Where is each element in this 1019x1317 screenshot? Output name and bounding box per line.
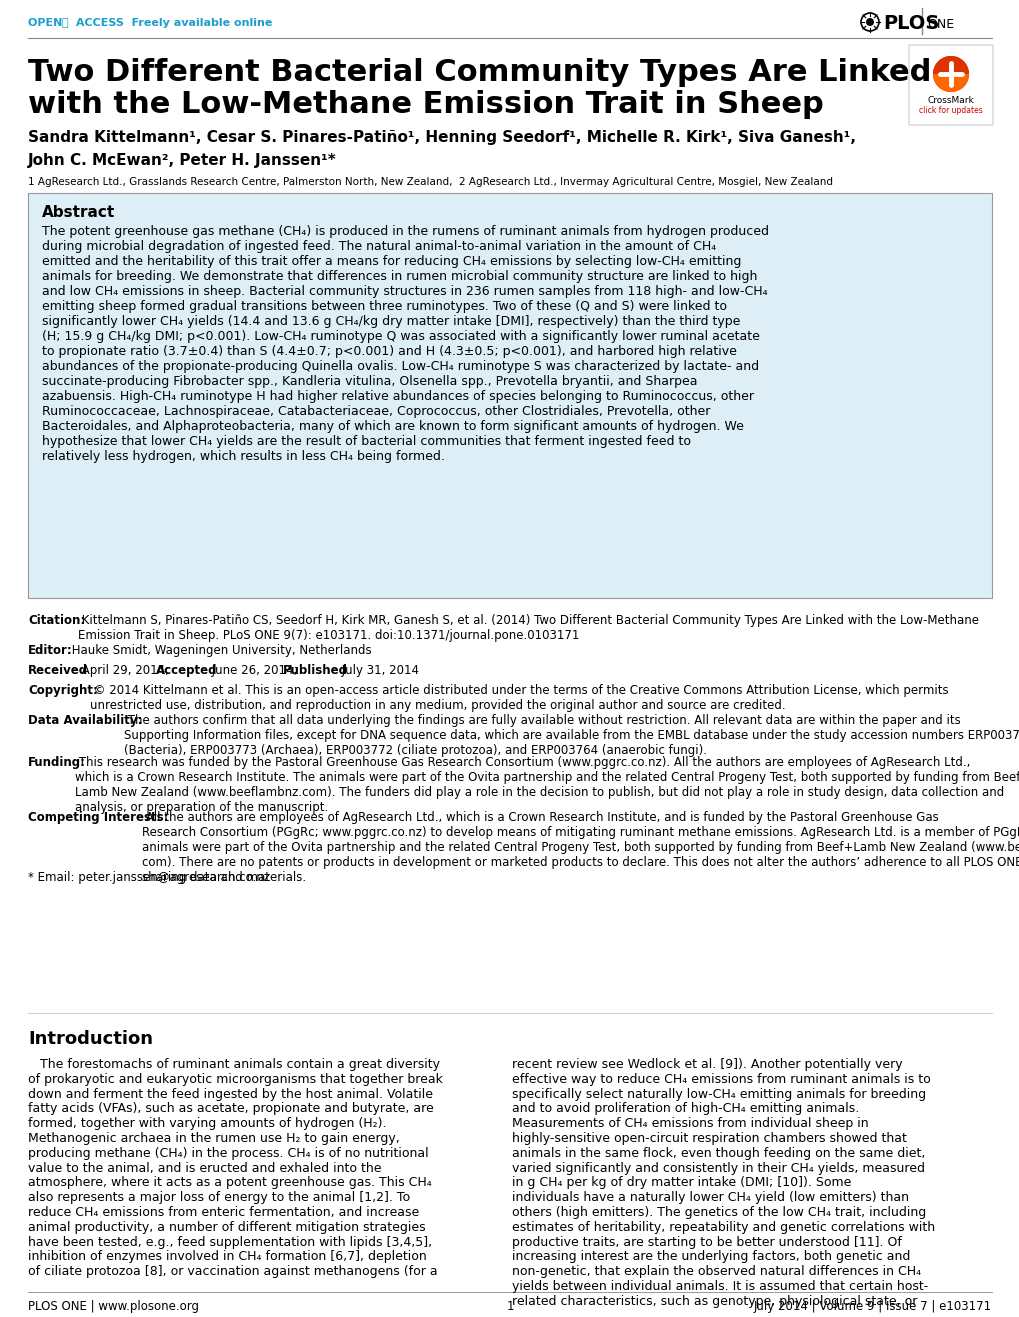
Text: ACCESS  Freely available online: ACCESS Freely available online: [72, 18, 272, 28]
Text: June 26, 2014;: June 26, 2014;: [208, 664, 298, 677]
Text: The authors confirm that all data underlying the findings are fully available wi: The authors confirm that all data underl…: [124, 714, 1019, 757]
Text: productive traits, are starting to be better understood [11]. Of: productive traits, are starting to be be…: [512, 1235, 901, 1249]
Text: Accepted: Accepted: [156, 664, 217, 677]
Text: Citation:: Citation:: [28, 614, 86, 627]
Circle shape: [932, 57, 968, 92]
Text: PLOS ONE | www.plosone.org: PLOS ONE | www.plosone.org: [28, 1300, 199, 1313]
Text: also represents a major loss of energy to the animal [1,2]. To: also represents a major loss of energy t…: [28, 1191, 410, 1204]
Text: effective way to reduce CH₄ emissions from ruminant animals is to: effective way to reduce CH₄ emissions fr…: [512, 1073, 930, 1085]
Text: animal productivity, a number of different mitigation strategies: animal productivity, a number of differe…: [28, 1221, 425, 1234]
Text: highly-sensitive open-circuit respiration chambers showed that: highly-sensitive open-circuit respiratio…: [512, 1133, 906, 1144]
Text: of prokaryotic and eukaryotic microorganisms that together break: of prokaryotic and eukaryotic microorgan…: [28, 1073, 442, 1085]
Text: related characteristics, such as genotype, physiological state, or: related characteristics, such as genotyp…: [512, 1295, 916, 1308]
Text: yields between individual animals. It is assumed that certain host-: yields between individual animals. It is…: [512, 1280, 927, 1293]
Wedge shape: [932, 57, 968, 74]
Text: 1: 1: [505, 1300, 514, 1313]
Text: and to avoid proliferation of high-CH₄ emitting animals.: and to avoid proliferation of high-CH₄ e…: [512, 1102, 858, 1115]
FancyBboxPatch shape: [28, 194, 991, 598]
Text: others (high emitters). The genetics of the low CH₄ trait, including: others (high emitters). The genetics of …: [512, 1206, 925, 1220]
Text: Copyright:: Copyright:: [28, 684, 98, 697]
Text: July 31, 2014: July 31, 2014: [337, 664, 419, 677]
Text: This research was funded by the Pastoral Greenhouse Gas Research Consortium (www: This research was funded by the Pastoral…: [75, 756, 1019, 814]
Text: Introduction: Introduction: [28, 1030, 153, 1048]
Text: Abstract: Abstract: [42, 205, 115, 220]
Text: Published: Published: [282, 664, 347, 677]
Text: Methanogenic archaea in the rumen use H₂ to gain energy,: Methanogenic archaea in the rumen use H₂…: [28, 1133, 399, 1144]
Text: July 2014 | Volume 9 | Issue 7 | e103171: July 2014 | Volume 9 | Issue 7 | e103171: [753, 1300, 991, 1313]
Text: PLOS: PLOS: [882, 14, 938, 33]
Text: 1 AgResearch Ltd., Grasslands Research Centre, Palmerston North, New Zealand,  2: 1 AgResearch Ltd., Grasslands Research C…: [28, 176, 833, 187]
Text: ⚿: ⚿: [62, 18, 68, 28]
Text: Competing Interests:: Competing Interests:: [28, 811, 168, 824]
Text: non-genetic, that explain the observed natural differences in CH₄: non-genetic, that explain the observed n…: [512, 1266, 920, 1279]
Text: * Email: peter.janssen@agresearch.co.nz: * Email: peter.janssen@agresearch.co.nz: [28, 871, 270, 884]
Text: All the authors are employees of AgResearch Ltd., which is a Crown Research Inst: All the authors are employees of AgResea…: [142, 811, 1019, 884]
Text: formed, together with varying amounts of hydrogen (H₂).: formed, together with varying amounts of…: [28, 1117, 386, 1130]
Text: inhibition of enzymes involved in CH₄ formation [6,7], depletion: inhibition of enzymes involved in CH₄ fo…: [28, 1250, 426, 1263]
Text: value to the animal, and is eructed and exhaled into the: value to the animal, and is eructed and …: [28, 1162, 381, 1175]
Text: CrossMark: CrossMark: [926, 96, 973, 105]
Text: estimates of heritability, repeatability and genetic correlations with: estimates of heritability, repeatability…: [512, 1221, 934, 1234]
Text: Sandra Kittelmann¹, Cesar S. Pinares-Patiño¹, Henning Seedorf¹, Michelle R. Kirk: Sandra Kittelmann¹, Cesar S. Pinares-Pat…: [28, 130, 855, 145]
Text: Received: Received: [28, 664, 88, 677]
Text: © 2014 Kittelmann et al. This is an open-access article distributed under the te: © 2014 Kittelmann et al. This is an open…: [90, 684, 948, 712]
Text: with the Low-Methane Emission Trait in Sheep: with the Low-Methane Emission Trait in S…: [28, 90, 823, 119]
Text: increasing interest are the underlying factors, both genetic and: increasing interest are the underlying f…: [512, 1250, 910, 1263]
Text: have been tested, e.g., feed supplementation with lipids [3,4,5],: have been tested, e.g., feed supplementa…: [28, 1235, 432, 1249]
Text: fatty acids (VFAs), such as acetate, propionate and butyrate, are: fatty acids (VFAs), such as acetate, pro…: [28, 1102, 433, 1115]
Text: of ciliate protozoa [8], or vaccination against methanogens (for a: of ciliate protozoa [8], or vaccination …: [28, 1266, 437, 1279]
Text: reduce CH₄ emissions from enteric fermentation, and increase: reduce CH₄ emissions from enteric fermen…: [28, 1206, 419, 1220]
Text: April 29, 2014;: April 29, 2014;: [77, 664, 169, 677]
Text: Funding:: Funding:: [28, 756, 86, 769]
Text: Kittelmann S, Pinares-Patiño CS, Seedorf H, Kirk MR, Ganesh S, et al. (2014) Two: Kittelmann S, Pinares-Patiño CS, Seedorf…: [77, 614, 978, 641]
Text: Editor:: Editor:: [28, 644, 72, 657]
Text: Two Different Bacterial Community Types Are Linked: Two Different Bacterial Community Types …: [28, 58, 930, 87]
Text: individuals have a naturally lower CH₄ yield (low emitters) than: individuals have a naturally lower CH₄ y…: [512, 1191, 908, 1204]
Text: atmosphere, where it acts as a potent greenhouse gas. This CH₄: atmosphere, where it acts as a potent gr…: [28, 1176, 431, 1189]
Text: ONE: ONE: [926, 18, 953, 32]
Text: click for updates: click for updates: [918, 105, 982, 115]
Text: Data Availability:: Data Availability:: [28, 714, 143, 727]
Text: Hauke Smidt, Wageningen University, Netherlands: Hauke Smidt, Wageningen University, Neth…: [68, 644, 371, 657]
Text: in g CH₄ per kg of dry matter intake (DMI; [10]). Some: in g CH₄ per kg of dry matter intake (DM…: [512, 1176, 851, 1189]
Text: The forestomachs of ruminant animals contain a great diversity: The forestomachs of ruminant animals con…: [28, 1058, 439, 1071]
Text: producing methane (CH₄) in the process. CH₄ is of no nutritional: producing methane (CH₄) in the process. …: [28, 1147, 428, 1160]
Wedge shape: [932, 74, 968, 92]
Text: varied significantly and consistently in their CH₄ yields, measured: varied significantly and consistently in…: [512, 1162, 924, 1175]
Circle shape: [865, 18, 873, 26]
Text: Measurements of CH₄ emissions from individual sheep in: Measurements of CH₄ emissions from indiv…: [512, 1117, 868, 1130]
FancyBboxPatch shape: [908, 45, 993, 125]
Text: animals in the same flock, even though feeding on the same diet,: animals in the same flock, even though f…: [512, 1147, 924, 1160]
Text: The potent greenhouse gas methane (CH₄) is produced in the rumens of ruminant an: The potent greenhouse gas methane (CH₄) …: [42, 225, 768, 464]
Text: recent review see Wedlock et al. [9]). Another potentially very: recent review see Wedlock et al. [9]). A…: [512, 1058, 902, 1071]
Text: John C. McEwan², Peter H. Janssen¹*: John C. McEwan², Peter H. Janssen¹*: [28, 153, 336, 169]
Text: specifically select naturally low-CH₄ emitting animals for breeding: specifically select naturally low-CH₄ em…: [512, 1088, 925, 1101]
Text: down and ferment the feed ingested by the host animal. Volatile: down and ferment the feed ingested by th…: [28, 1088, 433, 1101]
Text: OPEN: OPEN: [28, 18, 66, 28]
